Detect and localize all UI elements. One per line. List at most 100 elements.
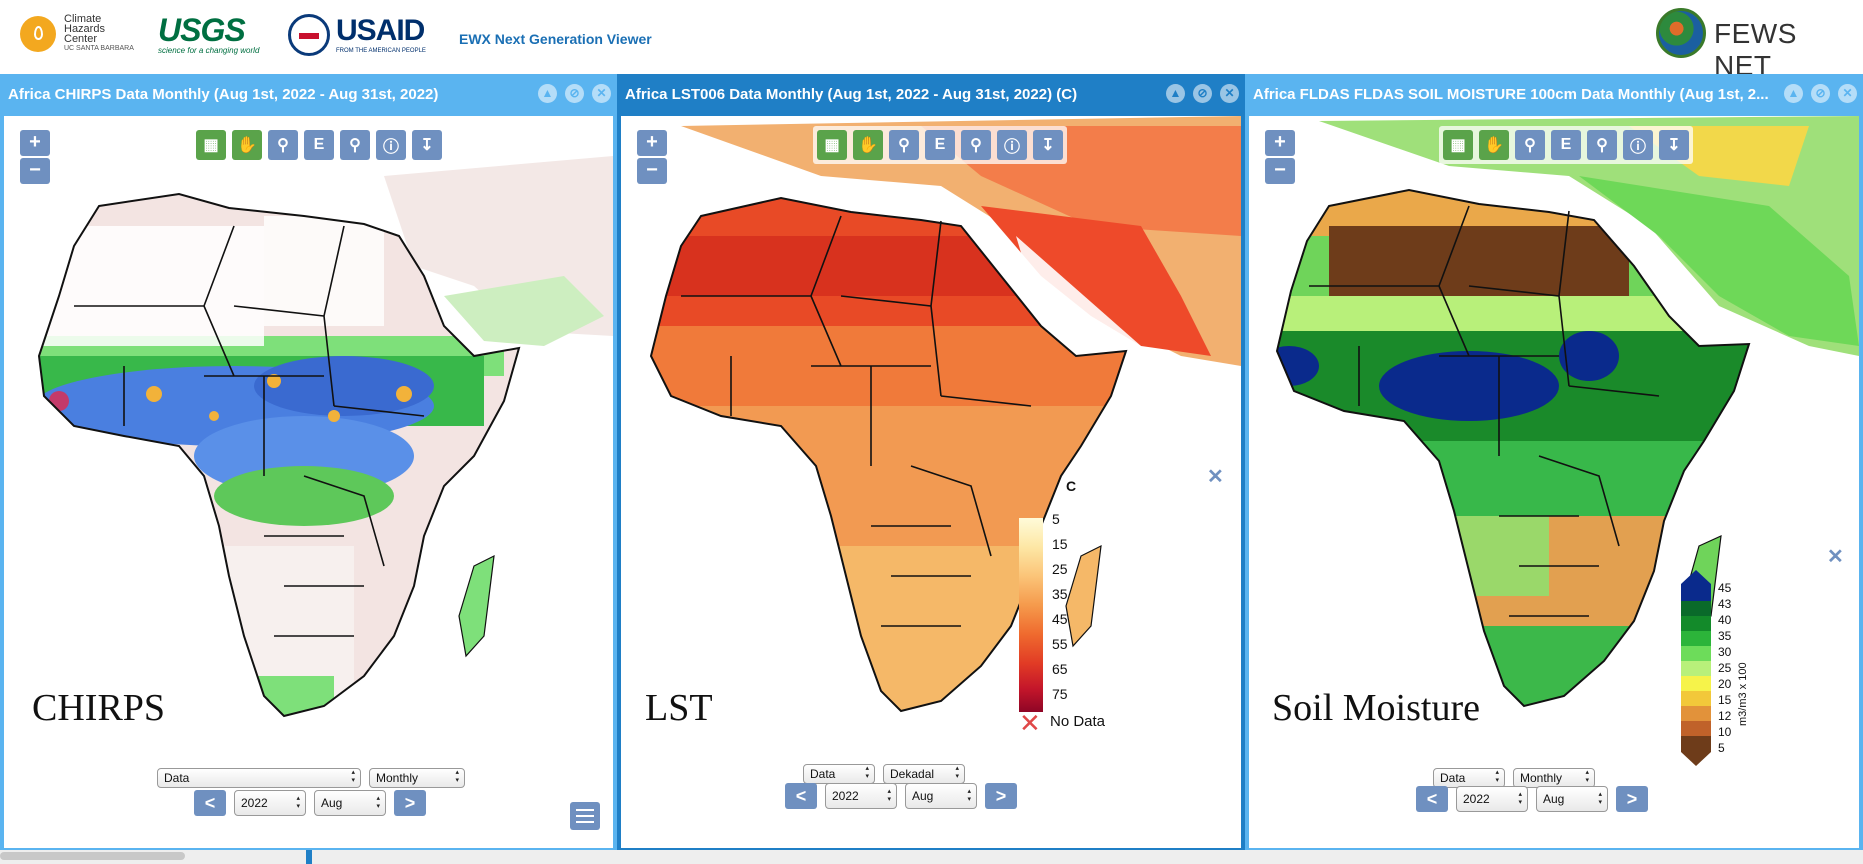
minimize-icon[interactable]: ⊘ [565,84,584,103]
usaid-logo[interactable]: USAID FROM THE AMERICAN PEOPLE [288,14,428,58]
period-select[interactable]: Monthly [369,768,465,788]
water-drop-icon [20,16,56,52]
collapse-icon[interactable]: ▲ [1166,84,1185,103]
legend-tick: 55 [1052,636,1068,652]
month-select[interactable]: Aug [314,790,386,816]
zoom-in-button[interactable]: + [637,130,667,156]
zoom-out-button[interactable]: − [637,158,667,184]
usgs-logo[interactable]: USGS science for a changing world [158,14,270,58]
panel-title-bar[interactable]: Africa CHIRPS Data Monthly (Aug 1st, 202… [0,74,617,116]
legend-tick: 40 [1718,613,1732,627]
download-icon[interactable]: ↧ [412,130,442,160]
legend-tick: 15 [1718,693,1732,707]
data-select[interactable]: Data [803,764,875,784]
horizontal-scrollbar[interactable] [0,850,1863,864]
calendar-icon[interactable]: ▦ [196,130,226,160]
next-button[interactable]: > [985,783,1017,809]
year-select[interactable]: 2022 [234,790,306,816]
pan-hand-icon[interactable]: ✋ [853,130,883,160]
zoom-box-icon[interactable]: ⚲ [1515,130,1545,160]
panel-title: Africa FLDAS FLDAS SOIL MOISTURE 100cm D… [1253,86,1769,103]
export-e-icon[interactable]: E [1551,130,1581,160]
magnify-icon[interactable]: ⚲ [1587,130,1617,160]
month-select[interactable]: Aug [1536,786,1608,812]
usaid-seal-icon [288,14,330,56]
map-canvas[interactable]: + − ▦ ✋ ⚲ E ⚲ ⓘ ↧ LST ✕ C [621,116,1241,848]
lst-map [621,116,1241,848]
minimize-icon[interactable]: ⊘ [1811,84,1830,103]
zoom-box-icon[interactable]: ⚲ [889,130,919,160]
zoom-control: + − [20,130,50,186]
magnify-icon[interactable]: ⚲ [961,130,991,160]
legend-color-bar [1019,518,1043,712]
window-controls: ▲ ⊘ ✕ [1784,84,1857,103]
chc-line3: Center [64,33,98,45]
data-select[interactable]: Data [1433,768,1505,788]
map-canvas[interactable]: + − ▦ ✋ ⚲ E ⚲ ⓘ ↧ Soil Moisture ✕ [1249,116,1859,848]
period-select[interactable]: Monthly [1513,768,1595,788]
download-icon[interactable]: ↧ [1659,130,1689,160]
scrollbar-thumb[interactable] [0,852,185,860]
fews-net-logo[interactable]: FEWS NET [1656,8,1856,81]
legend-tick: 20 [1718,677,1732,691]
export-e-icon[interactable]: E [304,130,334,160]
map-toolbar: ▦ ✋ ⚲ E ⚲ ⓘ ↧ [813,126,1067,164]
legend-tick: 5 [1052,511,1060,527]
pan-hand-icon[interactable]: ✋ [1479,130,1509,160]
map-label: Soil Moisture [1272,687,1480,729]
legend-close-icon[interactable]: ✕ [1207,466,1224,488]
zoom-in-button[interactable]: + [20,130,50,156]
pan-hand-icon[interactable]: ✋ [232,130,262,160]
collapse-icon[interactable]: ▲ [1784,84,1803,103]
next-button[interactable]: > [394,790,426,816]
prev-button[interactable]: < [1416,786,1448,812]
month-select[interactable]: Aug [905,783,977,809]
legend-close-icon[interactable]: ✕ [1827,546,1844,568]
close-icon[interactable]: ✕ [1838,84,1857,103]
export-e-icon[interactable]: E [925,130,955,160]
data-controls: Data Dekadal [803,764,965,784]
date-controls: < 2022 Aug > [1416,786,1648,812]
map-label: CHIRPS [32,687,166,729]
prev-button[interactable]: < [785,783,817,809]
close-icon[interactable]: ✕ [592,84,611,103]
no-data-swatch-icon: ✕ [1019,708,1041,738]
collapse-icon[interactable]: ▲ [538,84,557,103]
zoom-out-button[interactable]: − [20,158,50,184]
data-select[interactable]: Data [157,768,361,788]
close-icon[interactable]: ✕ [1220,84,1239,103]
map-canvas[interactable]: + − ▦ ✋ ⚲ E ⚲ ⓘ ↧ CHIRPS Data Monthly < … [4,116,613,848]
zoom-in-button[interactable]: + [1265,130,1295,156]
info-pointer-icon[interactable]: ⓘ [997,130,1027,160]
minimize-icon[interactable]: ⊘ [1193,84,1212,103]
magnify-icon[interactable]: ⚲ [340,130,370,160]
data-controls: Data Monthly [157,768,465,788]
download-icon[interactable]: ↧ [1033,130,1063,160]
legend-list-icon[interactable] [570,802,600,830]
map-panel-soil-moisture: Africa FLDAS FLDAS SOIL MOISTURE 100cm D… [1245,74,1863,850]
info-pointer-icon[interactable]: ⓘ [1623,130,1653,160]
zoom-box-icon[interactable]: ⚲ [268,130,298,160]
legend-tick: 25 [1718,661,1732,675]
zoom-out-button[interactable]: − [1265,158,1295,184]
calendar-icon[interactable]: ▦ [1443,130,1473,160]
legend-tick: 5 [1718,741,1725,755]
map-panel-chirps: Africa CHIRPS Data Monthly (Aug 1st, 202… [0,74,617,850]
panel-title: Africa CHIRPS Data Monthly (Aug 1st, 202… [8,86,439,103]
panel-splitter[interactable] [306,850,312,864]
panel-title-bar[interactable]: Africa FLDAS FLDAS SOIL MOISTURE 100cm D… [1245,74,1863,116]
climate-hazards-center-logo[interactable]: Climate Hazards Center UC SANTA BARBARA [20,14,144,56]
year-select[interactable]: 2022 [1456,786,1528,812]
period-select[interactable]: Dekadal [883,764,965,784]
zoom-control: + − [637,130,667,186]
app-title[interactable]: EWX Next Generation Viewer [459,31,652,47]
prev-button[interactable]: < [194,790,226,816]
panel-title-bar[interactable]: Africa LST006 Data Monthly (Aug 1st, 202… [617,74,1245,116]
next-button[interactable]: > [1616,786,1648,812]
legend-tick: 65 [1052,661,1068,677]
legend-tick: 15 [1052,536,1068,552]
info-pointer-icon[interactable]: ⓘ [376,130,406,160]
legend-tick: 43 [1718,597,1732,611]
year-select[interactable]: 2022 [825,783,897,809]
calendar-icon[interactable]: ▦ [817,130,847,160]
